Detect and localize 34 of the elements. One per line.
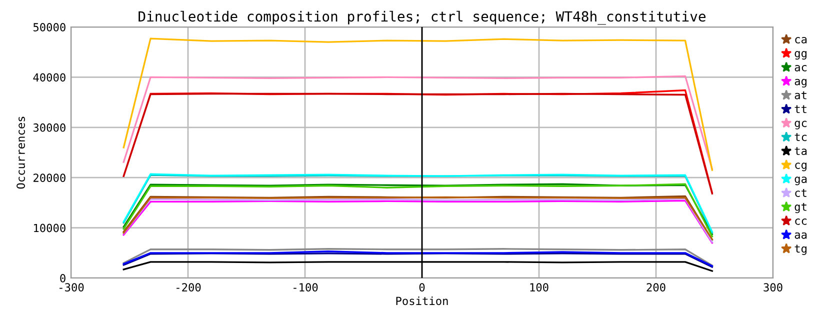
x-tick-label: 100 [530,283,548,292]
legend-label: cg [795,162,806,172]
legend-label: ta [794,147,807,156]
y-tick-label: 20000 [34,174,66,182]
legend-label: tt [794,105,806,114]
y-axis-title: Occurrences [16,116,25,189]
x-tick-label: -100 [294,283,318,292]
legend-label: aa [794,232,807,239]
line-series [122,38,713,171]
x-tick-label: 0 [419,283,425,292]
x-tick-label: 300 [764,283,782,292]
legend-label: cc [795,218,807,225]
y-tick-label: 10000 [34,224,66,232]
y-tick-label: 50000 [33,23,66,32]
legend-label: tg [794,244,806,255]
x-tick-label: 200 [646,283,666,292]
x-axis-title: Position [396,296,448,306]
y-tick-label: 0 [60,274,66,282]
legend-label: ct [795,189,806,197]
y-tick-label: 40000 [33,73,66,82]
legend-label: ca [795,37,807,44]
x-tick-label: -200 [176,283,201,292]
legend-label: gg [794,50,806,60]
legend-label: tc [794,133,807,142]
chart-title: Dinucleotide composition profiles; ctrl sequence; WT48h_constitutive [138,10,706,25]
legend-label: ag [794,78,806,88]
legend-label: ac [794,64,807,72]
y-tick-label: 30000 [33,123,66,132]
legend-label: at [794,91,806,100]
legend-label: gt [794,202,806,214]
legend-label: gc [794,120,807,130]
x-tick-label: -300 [60,283,84,292]
line-series [122,75,713,170]
legend-label: ga [794,176,807,186]
